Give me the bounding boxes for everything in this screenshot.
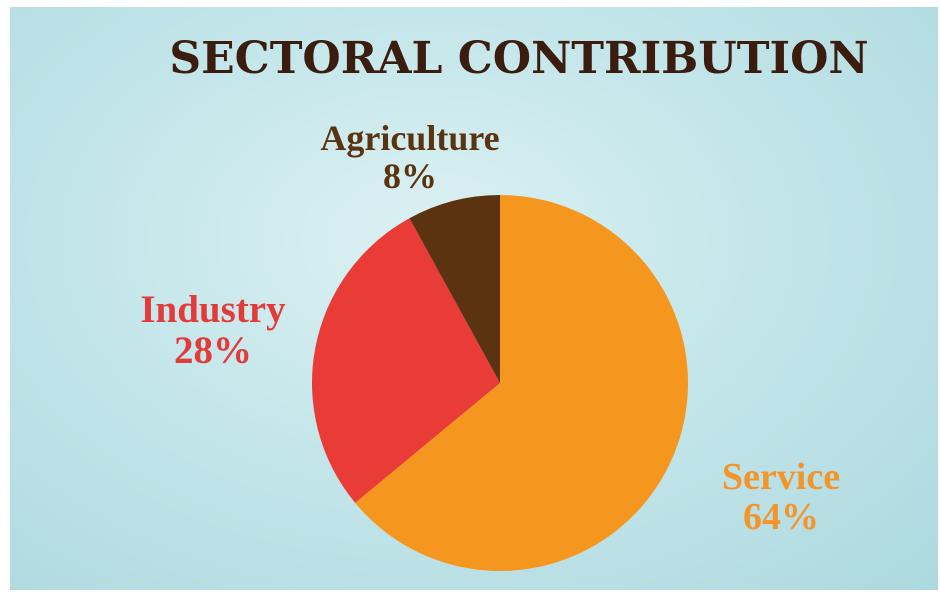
- pie-slices: [311, 195, 688, 571]
- pie-slice-service: [355, 195, 688, 571]
- label-agriculture-value: 8%: [383, 155, 437, 196]
- label-agriculture-name: Agriculture: [320, 118, 500, 158]
- pie-slice-industry: [311, 218, 500, 503]
- label-industry-name: Industry: [140, 288, 286, 331]
- pie-slice-agriculture: [409, 195, 500, 383]
- label-agriculture: Agriculture 8%: [297, 118, 523, 196]
- label-industry: Industry 28%: [108, 288, 318, 372]
- label-industry-value: 28%: [174, 328, 252, 372]
- label-service: Service 64%: [686, 456, 876, 538]
- label-service-value: 64%: [743, 495, 819, 538]
- chart-title: SECTORAL CONTRIBUTION: [169, 33, 869, 84]
- chart-panel: SECTORAL CONTRIBUTION Agriculture 8% Ind…: [10, 7, 938, 590]
- pie-chart: [311, 195, 688, 571]
- label-service-name: Service: [721, 456, 841, 498]
